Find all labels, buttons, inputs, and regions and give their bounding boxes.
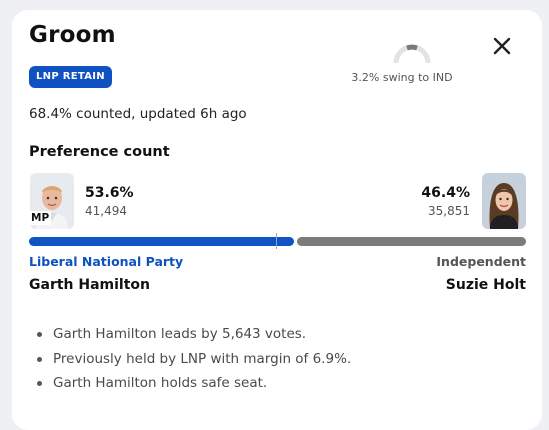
right-candidate-name: Suzie Holt: [445, 277, 526, 293]
notes-list: Garth Hamilton leads by 5,643 votes. Pre…: [35, 322, 351, 396]
section-heading: Preference count: [29, 144, 170, 160]
right-percent: 46.4%: [421, 185, 470, 201]
status-badge: LNP RETAIN: [29, 66, 112, 88]
list-item: Previously held by LNP with margin of 6.…: [35, 347, 351, 372]
seat-card: Groom 3.2% swing to IND LNP RETAIN 68.4%…: [12, 10, 542, 430]
swing-label: 3.2% swing to IND: [351, 71, 453, 84]
candidate-photo-right: [482, 173, 526, 229]
left-candidate-name: Garth Hamilton: [29, 277, 151, 293]
seat-title: Groom: [29, 22, 116, 48]
left-preference-bar: [29, 237, 294, 246]
right-votes: 35,851: [428, 204, 470, 218]
list-item: Garth Hamilton holds safe seat.: [35, 371, 351, 396]
right-party-label: Independent: [436, 254, 526, 269]
right-preference-bar: [297, 237, 526, 246]
mp-tag: MP: [29, 211, 52, 225]
close-icon: [493, 37, 511, 55]
list-item: Garth Hamilton leads by 5,643 votes.: [35, 322, 351, 347]
close-button[interactable]: [490, 34, 514, 58]
left-votes: 41,494: [85, 204, 127, 218]
counted-status: 68.4% counted, updated 6h ago: [29, 106, 247, 122]
majority-marker: [276, 233, 277, 249]
candidate-photo-left: [30, 173, 74, 229]
left-party-label: Liberal National Party: [29, 254, 184, 269]
left-percent: 53.6%: [85, 185, 134, 201]
swing-gauge-icon: [393, 44, 431, 64]
